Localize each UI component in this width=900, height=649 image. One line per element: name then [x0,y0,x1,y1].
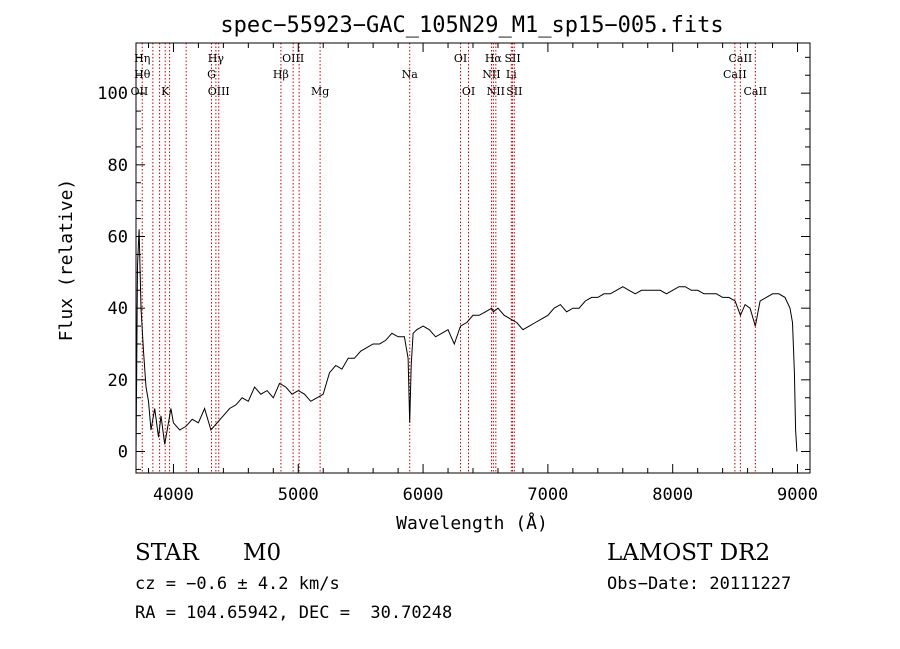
line-label-9: Mg [311,85,329,98]
line-label-5: G [207,68,216,81]
y-tick-label-80: 80 [108,156,128,176]
line-label-0: Hη [134,52,150,65]
x-tick-label-9000: 9000 [777,485,818,505]
line-label-12: OI [462,85,475,98]
x-tick-label-8000: 8000 [652,485,693,505]
object-subclass: M0 [243,540,282,566]
line-label-1: Hθ [134,68,151,81]
line-label-7: OIII [282,52,304,65]
line-label-20: CaII [729,52,753,65]
line-label-19: CaII [723,68,747,81]
y-tick-label-60: 60 [108,228,128,248]
line-label-2: OII [131,85,149,98]
observation-date: Obs−Date: 20111227 [607,574,792,594]
line-label-3: K [161,85,170,98]
x-tick-label-5000: 5000 [278,485,319,505]
line-label-14: SII [504,52,520,65]
y-axis-label: Flux (relative) [56,179,77,342]
redshift-value: cz = −0.6 ± 4.2 km/s [135,574,340,594]
y-axis: 0 20 40 60 80 100 [97,56,810,470]
spectrum-line [135,229,798,459]
survey-name: LAMOST DR2 [607,540,771,566]
line-label-10: Na [402,68,419,81]
line-label-6: OIII [208,85,230,98]
line-label-8: Hβ [273,68,289,81]
line-label-11: OI [454,52,467,65]
y-tick-label-20: 20 [108,371,128,391]
line-label-13: Hα [485,52,503,65]
plot-frame [135,42,811,474]
line-label-16: Li [506,68,517,81]
x-axis-label: Wavelength (Å) [396,512,548,534]
y-tick-label-100: 100 [97,84,128,104]
line-label-15: NII [482,68,500,81]
y-tick-label-40: 40 [108,299,128,319]
line-label-17: NII [487,85,505,98]
spectrum-chart: spec−55923−GAC_105N29_M1_sp15−005.fits H… [56,13,818,534]
line-label-18: SII [506,85,522,98]
y-tick-label-0: 0 [118,443,128,463]
x-tick-label-4000: 4000 [153,485,194,505]
coordinates: RA = 104.65942, DEC = 30.70248 [135,603,453,623]
x-axis: 4000 5000 6000 7000 8000 9000 [147,43,818,505]
object-class: STAR [135,540,199,566]
line-label-4: Hγ [208,52,225,65]
spectral-line-markers [141,43,756,473]
x-tick-label-7000: 7000 [527,485,568,505]
x-tick-label-6000: 6000 [403,485,444,505]
chart-title: spec−55923−GAC_105N29_M1_sp15−005.fits [220,13,723,38]
line-label-21: CaII [743,85,767,98]
